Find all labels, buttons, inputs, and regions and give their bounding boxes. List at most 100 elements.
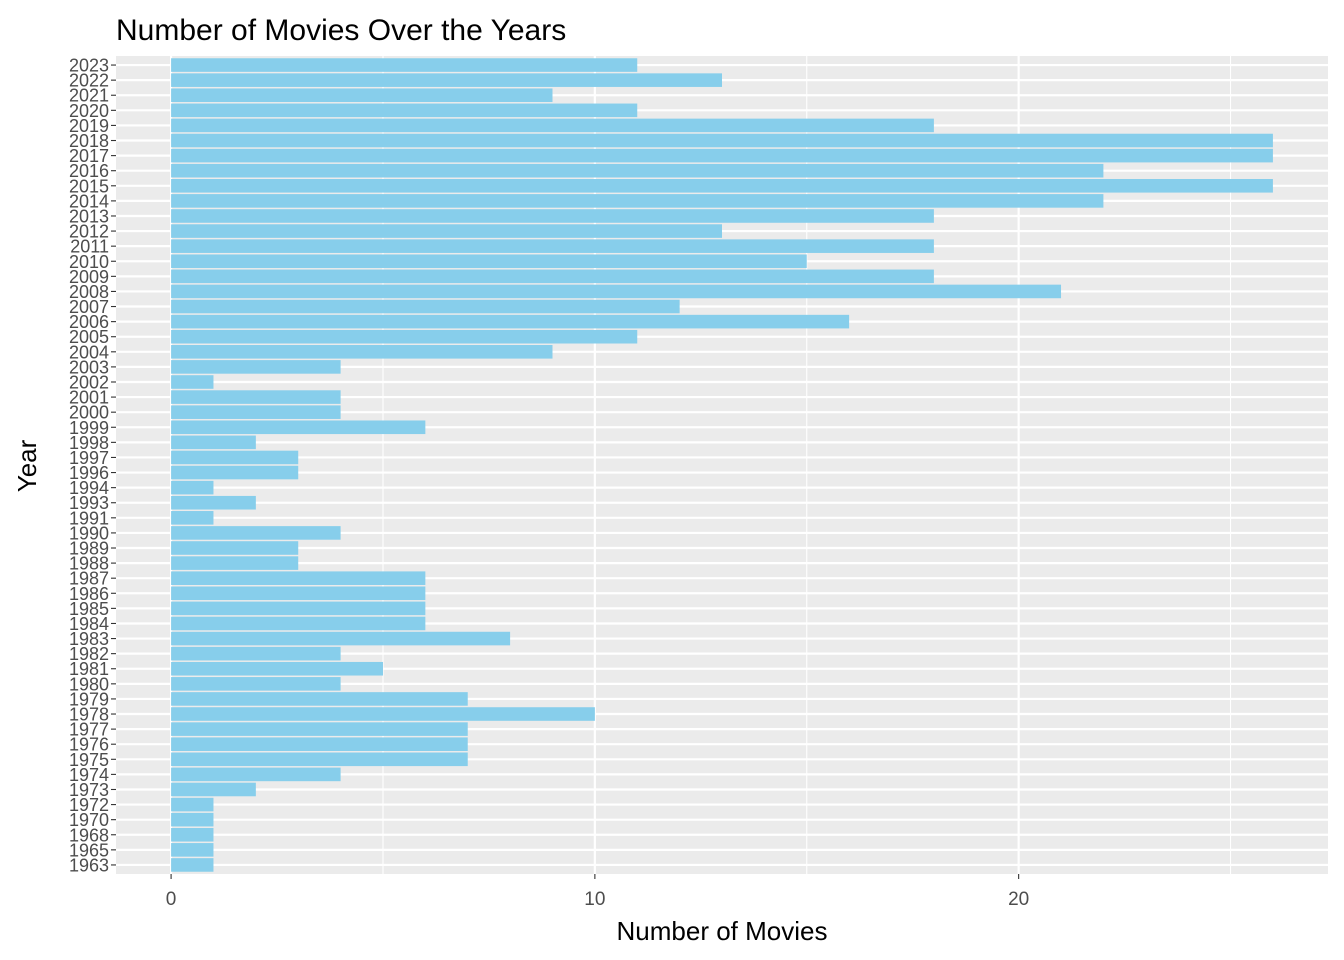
bar-2007 bbox=[171, 299, 680, 314]
y-tick-label: 1984 bbox=[69, 614, 109, 634]
bar-2017 bbox=[171, 148, 1273, 163]
y-tick-label: 2007 bbox=[69, 297, 109, 317]
y-tick-label: 2004 bbox=[69, 342, 109, 362]
y-tick-label: 1981 bbox=[69, 659, 109, 679]
y-tick-label: 2017 bbox=[69, 146, 109, 166]
bar-2019 bbox=[171, 118, 934, 133]
y-tick-label: 2022 bbox=[69, 71, 109, 91]
x-tick-label: 0 bbox=[166, 889, 177, 910]
bar-1977 bbox=[171, 722, 468, 736]
y-tick-label: 2003 bbox=[69, 357, 109, 377]
bar-1990 bbox=[171, 526, 341, 540]
bar-1986 bbox=[171, 586, 426, 601]
y-tick-label: 1990 bbox=[69, 523, 109, 543]
bars bbox=[171, 58, 1273, 872]
x-axis: 0 10 20 bbox=[166, 874, 1029, 910]
bar-1972 bbox=[171, 797, 214, 812]
y-tick-label: 1996 bbox=[69, 463, 109, 483]
y-tick-label: 1988 bbox=[69, 554, 109, 574]
y-tick-label: 1994 bbox=[69, 478, 109, 498]
bar-1999 bbox=[171, 420, 426, 435]
bar-2020 bbox=[171, 103, 638, 118]
bar-2009 bbox=[171, 269, 934, 284]
bar-1975 bbox=[171, 752, 468, 767]
bar-1987 bbox=[171, 571, 426, 585]
x-tick-label: 20 bbox=[1008, 889, 1029, 910]
y-tick-label: 1977 bbox=[69, 720, 109, 740]
y-tick-label: 1983 bbox=[69, 629, 109, 649]
y-tick-label: 1997 bbox=[69, 448, 109, 468]
x-axis-title: Number of Movies bbox=[617, 916, 828, 946]
bar-1989 bbox=[171, 541, 299, 555]
y-tick-label: 2010 bbox=[69, 252, 109, 272]
chart-title: Number of Movies Over the Years bbox=[116, 14, 566, 47]
y-tick-label: 2001 bbox=[69, 388, 109, 408]
y-tick-label: 2005 bbox=[69, 327, 109, 347]
bar-2022 bbox=[171, 73, 722, 87]
bar-2012 bbox=[171, 224, 722, 238]
y-tick-label: 1979 bbox=[69, 689, 109, 709]
y-tick-label: 2019 bbox=[69, 116, 109, 136]
y-tick-label: 2021 bbox=[69, 86, 109, 106]
y-axis-title: Year bbox=[12, 439, 42, 492]
y-axis: 1963196519681970197219731974197519761977… bbox=[69, 56, 116, 875]
plot-panel bbox=[116, 56, 1328, 874]
bar-2003 bbox=[171, 360, 341, 374]
y-tick-label: 1982 bbox=[69, 644, 109, 664]
y-tick-label: 2002 bbox=[69, 372, 109, 392]
y-tick-label: 1968 bbox=[69, 825, 109, 845]
bar-1970 bbox=[171, 812, 214, 827]
bar-1979 bbox=[171, 692, 468, 706]
y-tick-label: 1980 bbox=[69, 674, 109, 694]
y-tick-label: 2016 bbox=[69, 161, 109, 181]
y-tick-label: 1974 bbox=[69, 765, 109, 785]
y-tick-label: 1973 bbox=[69, 780, 109, 800]
bar-1982 bbox=[171, 646, 341, 661]
y-tick-label: 2009 bbox=[69, 267, 109, 287]
y-tick-label: 2014 bbox=[69, 191, 109, 211]
bar-2002 bbox=[171, 375, 214, 389]
bar-2014 bbox=[171, 194, 1104, 208]
bar-1984 bbox=[171, 616, 426, 631]
bar-2015 bbox=[171, 179, 1273, 193]
bar-2000 bbox=[171, 405, 341, 419]
bar-1981 bbox=[171, 661, 383, 676]
bar-2004 bbox=[171, 345, 553, 359]
bar-2008 bbox=[171, 284, 1062, 299]
y-tick-label: 1985 bbox=[69, 599, 109, 619]
y-tick-label: 2011 bbox=[70, 237, 109, 257]
y-tick-label: 1972 bbox=[69, 795, 109, 815]
y-tick-label: 1963 bbox=[69, 855, 109, 875]
y-tick-label: 1975 bbox=[69, 750, 109, 770]
y-tick-label: 1999 bbox=[69, 418, 109, 438]
y-tick-label: 1976 bbox=[69, 735, 109, 755]
y-tick-label: 2015 bbox=[69, 176, 109, 196]
y-tick-label: 2018 bbox=[69, 131, 109, 151]
y-tick-label: 2020 bbox=[69, 101, 109, 121]
y-tick-label: 2013 bbox=[69, 206, 109, 226]
bar-1988 bbox=[171, 556, 299, 570]
bar-1963 bbox=[171, 858, 214, 872]
bar-1980 bbox=[171, 677, 341, 691]
y-tick-label: 2008 bbox=[69, 282, 109, 302]
bar-2013 bbox=[171, 209, 934, 223]
bar-2018 bbox=[171, 133, 1273, 148]
bar-1974 bbox=[171, 767, 341, 782]
bar-1996 bbox=[171, 465, 299, 480]
y-tick-label: 1989 bbox=[69, 539, 109, 559]
y-tick-label: 2006 bbox=[69, 312, 109, 332]
bar-1965 bbox=[171, 843, 214, 857]
y-tick-label: 1965 bbox=[69, 840, 109, 860]
y-tick-label: 1978 bbox=[69, 705, 109, 725]
bar-1968 bbox=[171, 827, 214, 842]
bar-2001 bbox=[171, 390, 341, 404]
y-tick-label: 2012 bbox=[69, 222, 109, 242]
x-tick-label: 10 bbox=[584, 889, 605, 910]
y-tick-label: 2000 bbox=[69, 403, 109, 423]
bar-1985 bbox=[171, 601, 426, 616]
bar-1998 bbox=[171, 435, 256, 450]
y-tick-label: 1970 bbox=[69, 810, 109, 830]
y-tick-label: 2023 bbox=[69, 56, 109, 76]
bar-1991 bbox=[171, 511, 214, 525]
y-tick-label: 1998 bbox=[69, 433, 109, 453]
